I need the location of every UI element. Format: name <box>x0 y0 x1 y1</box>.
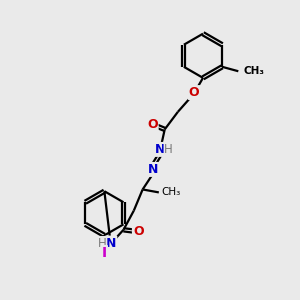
Text: O: O <box>133 225 143 238</box>
Text: O: O <box>147 118 158 130</box>
Text: I: I <box>102 246 107 260</box>
Text: O: O <box>189 86 200 99</box>
Text: CH₃: CH₃ <box>162 188 181 197</box>
Text: N: N <box>148 163 158 176</box>
Text: CH₃: CH₃ <box>244 66 265 76</box>
Text: H: H <box>98 236 107 250</box>
Text: N: N <box>106 236 116 250</box>
Text: N: N <box>155 143 166 156</box>
Text: H: H <box>164 143 173 156</box>
